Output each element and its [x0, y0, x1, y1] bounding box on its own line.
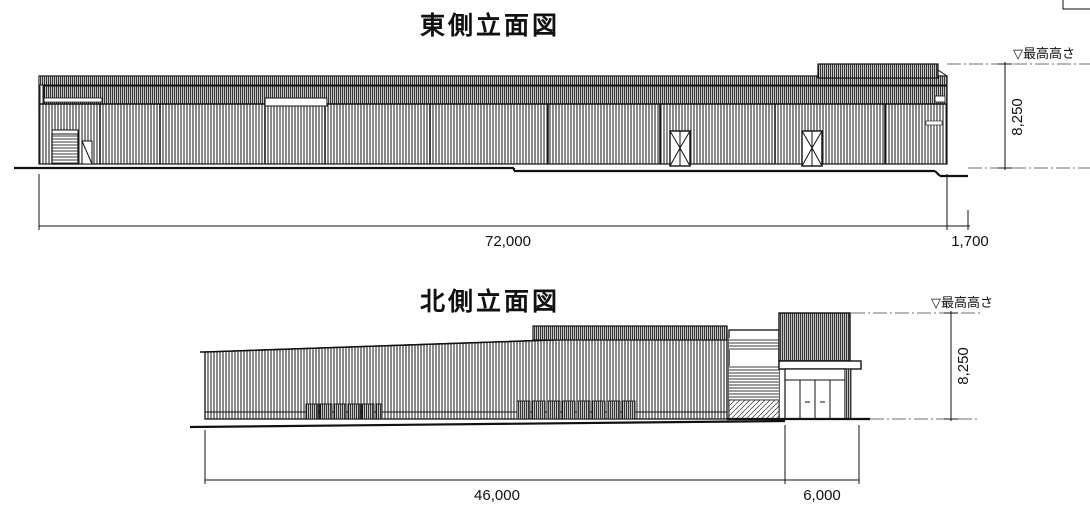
east-double-door-1 [670, 131, 690, 166]
east-width-dim-text: 72,000 [485, 233, 531, 250]
east-vent-2 [926, 121, 942, 125]
north-base-hatch [729, 400, 779, 419]
east-louver-band [44, 86, 947, 104]
north-side-panel [845, 369, 851, 419]
east-ground-line [14, 168, 968, 176]
east-canopy-sign [265, 98, 327, 106]
north-height-dim-text: 8,250 [955, 347, 972, 385]
north-canopy [779, 361, 861, 369]
east-offset-dim-text: 1,700 [951, 233, 989, 250]
north-outdoor-units-1 [306, 404, 382, 419]
east-shutter-door [52, 133, 78, 164]
north-ground-line [190, 419, 870, 427]
east-roof-slope [938, 70, 947, 76]
east-parapet-band [39, 76, 947, 85]
north-sign-tower [779, 313, 850, 361]
north-max-height-label: ▽最高高さ [931, 295, 993, 311]
north-width-dimension [205, 425, 859, 484]
north-wall-cladding [205, 334, 727, 419]
east-vent-1 [935, 96, 945, 102]
east-gutter-box [44, 98, 102, 102]
north-siding-2 [729, 366, 779, 400]
east-rooftop-block [818, 64, 938, 78]
east-width-dimension [39, 174, 970, 230]
north-raised-section [533, 326, 727, 340]
east-shutter-box [52, 130, 78, 134]
sheet-corner-mark [1063, 0, 1090, 9]
east-elevation-title: 東側立面図 [420, 11, 560, 40]
north-offset-dim-text: 6,000 [803, 487, 841, 504]
east-max-height-label: ▽最高高さ [1013, 46, 1075, 62]
east-double-door-2 [802, 131, 822, 166]
east-elevation: 東側立面図 [14, 11, 1090, 250]
north-width-dim-text: 46,000 [474, 487, 520, 504]
east-height-dim-text: 8,250 [1009, 98, 1026, 136]
north-elevation-title: 北側立面図 [420, 287, 560, 316]
north-siding-1 [729, 338, 779, 350]
north-elevation: 北側立面図 [190, 287, 993, 504]
